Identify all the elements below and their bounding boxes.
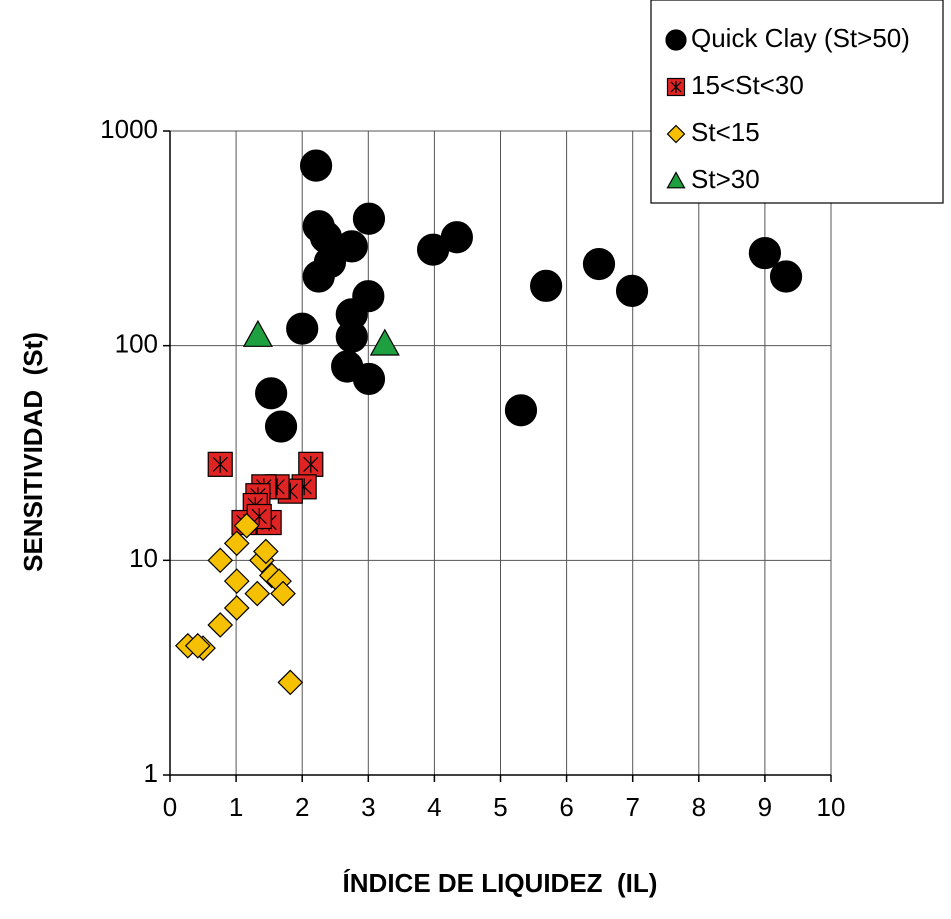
point [504,394,538,427]
point [223,568,250,594]
point [207,612,234,638]
asterisk [303,455,319,473]
grid [169,130,832,776]
legend-label: St>30 [691,164,760,194]
point [440,221,473,254]
x-tick-label: 3 [361,792,375,822]
legend-label: Quick Clay (St>50) [691,23,910,53]
point [302,260,335,293]
point [233,512,260,539]
point [252,538,279,565]
x-tick-label: 9 [758,792,772,822]
point [207,451,233,477]
x-tick-label: 4 [427,792,441,822]
x-tick-label: 1 [229,792,243,822]
legend-label: 15<St<30 [691,70,804,100]
point [666,124,686,144]
asterisk [670,81,682,93]
point [270,580,296,607]
point [666,171,686,189]
y-tick-label: 1 [144,758,158,788]
point [223,595,250,621]
point [299,149,333,182]
point [666,77,686,97]
y-tick-label: 1000 [100,114,158,144]
x-tick-label: 2 [295,792,309,822]
asterisk [212,455,228,473]
legend-label: St<15 [691,117,760,147]
point [352,362,386,396]
point [369,328,400,356]
point [615,274,649,307]
point [255,377,288,410]
x-tick-label: 7 [625,792,639,822]
x-tick-label: 0 [163,792,177,822]
y-tick-label: 10 [129,543,158,573]
point [769,260,803,293]
x-tick-label: 8 [692,792,706,822]
x-axis-title: ÍNDICE DE LIQUIDEZ (IL) [343,868,658,898]
point [223,530,250,557]
point [352,280,385,313]
point [207,547,234,574]
legend-box [650,0,944,204]
point [335,320,368,353]
x-tick-label: 10 [817,792,846,822]
y-axis-title: SENSITIVIDAD (St) [18,332,48,572]
legend: Quick Clay (St>50) 15<St<30 St<15 St>30 [650,0,944,204]
point [244,580,271,607]
point [184,632,211,659]
y-tick-label: 100 [115,329,158,359]
point [286,312,319,345]
point [665,29,687,51]
point [530,269,563,302]
point [335,230,368,263]
point [277,669,304,696]
x-tick-label: 6 [559,792,573,822]
point [352,202,386,235]
point [298,451,324,477]
point [582,247,616,281]
x-tick-label: 5 [493,792,507,822]
point [264,410,298,443]
point [242,319,273,347]
point [748,236,782,270]
